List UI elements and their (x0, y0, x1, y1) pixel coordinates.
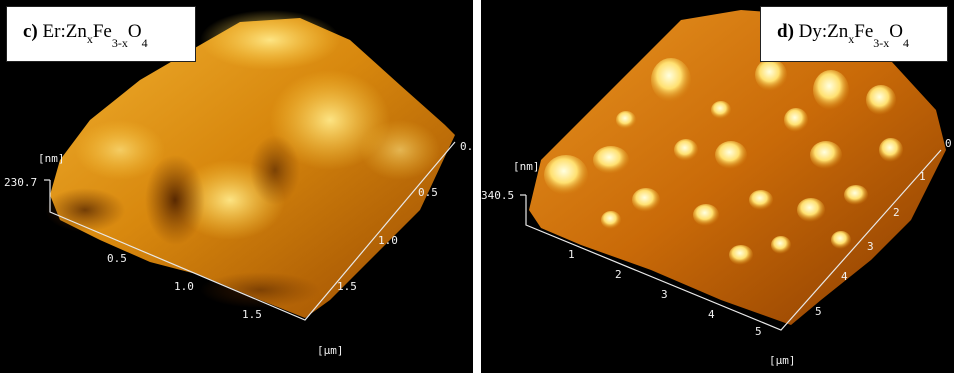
y-tick-d-0: 0 (945, 137, 952, 150)
x-tick-d-2: 2 (615, 268, 622, 281)
y-tick-c-2: 0.5 (418, 186, 438, 199)
y-tick-c-3: 1.0 (378, 234, 398, 247)
x-tick-d-3: 3 (661, 288, 668, 301)
afm-surface-c: [nm] 230.7 0.5 1.0 1.5 0.0 0.5 1.0 1.5 [… (4, 10, 473, 357)
afm-panel-d: [nm] 340.5 1 2 3 4 5 0 1 2 3 4 5 [μm] d)… (481, 0, 954, 373)
x-tick-d-1: 1 (568, 248, 575, 261)
x-tick-d-4: 4 (708, 308, 715, 321)
z-max-c: 230.7 (4, 176, 37, 189)
z-unit-c: [nm] (38, 152, 65, 165)
y-tick-d-3: 3 (867, 240, 874, 253)
grain-peaks (544, 58, 903, 265)
z-unit-d: [nm] (513, 160, 540, 173)
panel-label-c: c) Er:ZnxFe3-xO4 (6, 6, 196, 62)
y-tick-d-2: 2 (893, 206, 900, 219)
y-tick-d-1: 1 (919, 170, 926, 183)
x-tick-c-3: 1.5 (242, 308, 262, 321)
x-unit-d: [μm] (769, 354, 796, 367)
y-tick-d-4: 4 (841, 270, 848, 283)
x-unit-c: [μm] (317, 344, 344, 357)
x-tick-c-2: 1.0 (174, 280, 194, 293)
x-tick-d-5: 5 (755, 325, 762, 338)
x-tick-c-1: 0.5 (107, 252, 127, 265)
z-max-d: 340.5 (481, 189, 514, 202)
afm-surface-d: [nm] 340.5 1 2 3 4 5 0 1 2 3 4 5 [μm] (481, 10, 952, 367)
y-tick-c-4: 1.5 (337, 280, 357, 293)
y-tick-d-5: 5 (815, 305, 822, 318)
y-tick-c-1: 0.0 (460, 140, 473, 153)
panel-label-d: d) Dy:ZnxFe3-xO4 (760, 6, 948, 62)
afm-panel-c: [nm] 230.7 0.5 1.0 1.5 0.0 0.5 1.0 1.5 [… (0, 0, 473, 373)
